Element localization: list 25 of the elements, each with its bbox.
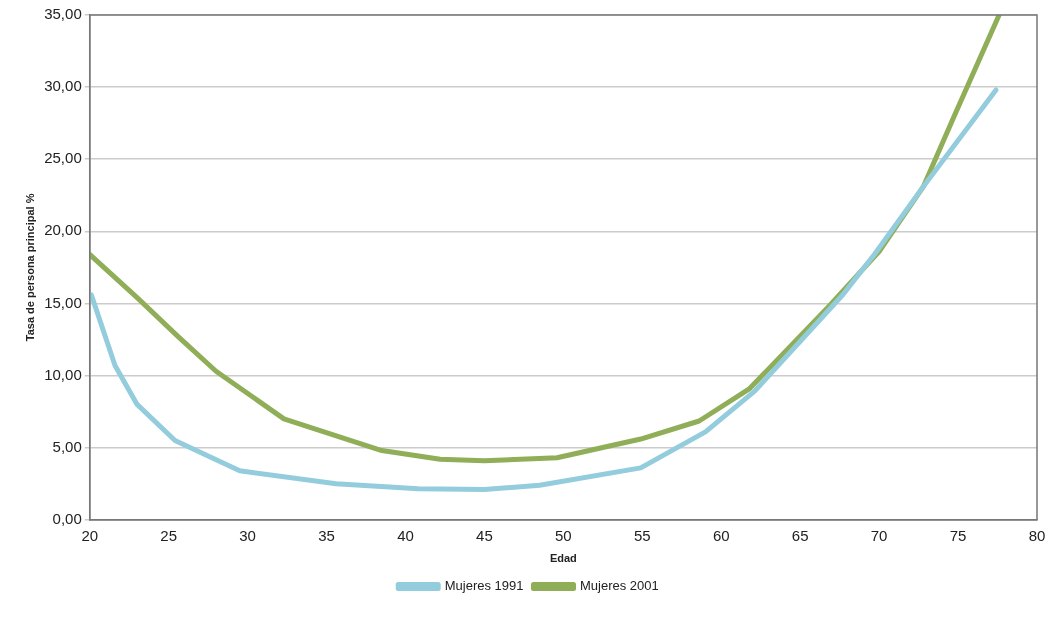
x-tick-label: 25 bbox=[160, 526, 178, 544]
y-tick-label: 10,00 bbox=[44, 365, 82, 383]
x-tick-label: 45 bbox=[476, 526, 493, 544]
x-axis-title: Edad bbox=[549, 552, 577, 565]
x-tick-label: 30 bbox=[239, 526, 256, 544]
y-tick-label: 30,00 bbox=[44, 77, 82, 95]
x-tick-label: 70 bbox=[870, 526, 888, 544]
x-tick-label: 60 bbox=[712, 526, 730, 544]
x-tick-label: 40 bbox=[397, 526, 414, 544]
y-tick-label: 25,00 bbox=[44, 149, 82, 167]
y-tick-label: 20,00 bbox=[44, 221, 82, 239]
legend-label: Mujeres 1991 bbox=[444, 578, 524, 594]
y-tick-label: 35,00 bbox=[44, 5, 82, 23]
x-tick-label: 55 bbox=[633, 526, 651, 544]
x-tick-label: 75 bbox=[949, 526, 967, 544]
y-axis-title: Tasa de persona principal % bbox=[23, 193, 36, 342]
legend-label: Mujeres 2001 bbox=[580, 578, 659, 594]
x-tick-label: 35 bbox=[318, 526, 335, 544]
y-tick-label: 0,00 bbox=[52, 509, 82, 527]
x-tick-label: 50 bbox=[555, 526, 572, 544]
x-tick-label: 65 bbox=[791, 526, 809, 544]
x-tick-label: 80 bbox=[1028, 526, 1046, 544]
x-tick-label: 20 bbox=[81, 526, 99, 544]
y-tick-label: 15,00 bbox=[44, 293, 82, 311]
y-tick-label: 5,00 bbox=[52, 437, 82, 455]
